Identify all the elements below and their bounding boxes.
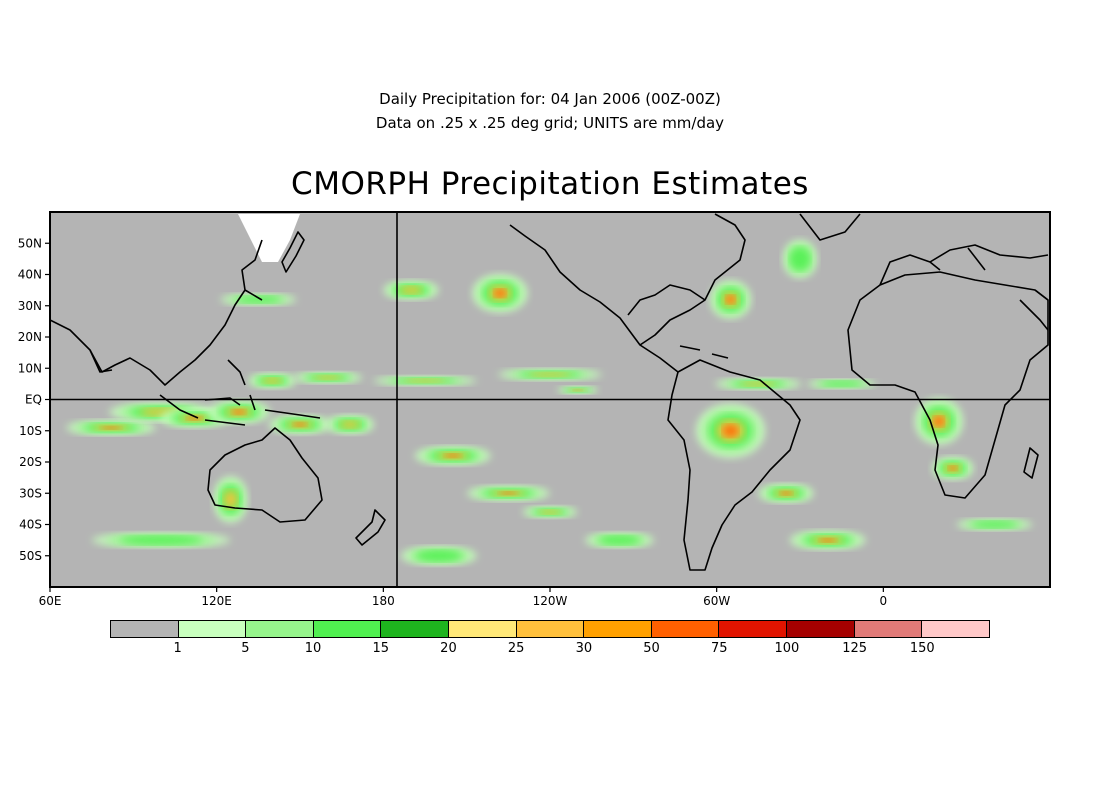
rain-band — [725, 295, 736, 304]
rain-band — [186, 416, 203, 421]
map-title: CMORPH Precipitation Estimates — [291, 166, 809, 202]
lon-tick-label: 120E — [201, 594, 232, 608]
colorbar-swatch — [313, 621, 382, 637]
coastline-greenland — [799, 213, 861, 241]
coastlines — [50, 213, 1049, 571]
colorbar-swatch — [651, 621, 720, 637]
lon-tick-label: 180 — [372, 594, 395, 608]
subtitle-grid-units: Data on .25 x .25 deg grid; UNITS are mm… — [375, 114, 725, 132]
precipitation-colorbar — [110, 620, 990, 638]
rain-band — [722, 424, 739, 437]
rain-band — [789, 247, 811, 271]
colorbar-swatch — [111, 621, 179, 637]
colorbar-label: 125 — [842, 641, 868, 656]
colorbar-label: 1 — [173, 641, 182, 656]
colorbar-swatch — [854, 621, 923, 637]
latitude-axis: 50N 40N 30N 20N 10N EQ 10S 20S 30S 40S 50S — [18, 236, 50, 563]
rain-band — [933, 416, 945, 427]
lon-tick-label: 60W — [703, 594, 730, 608]
rain-band — [538, 509, 562, 515]
rain-band — [573, 389, 583, 391]
rain-band — [444, 453, 462, 458]
rain-band — [971, 520, 1018, 529]
lon-tick-label: 60E — [39, 594, 62, 608]
rain-band — [740, 381, 776, 387]
lat-tick-label: 30S — [19, 486, 42, 500]
colorbar-label: 50 — [643, 641, 660, 656]
lat-tick-label: 40S — [19, 518, 42, 532]
rain-band — [415, 549, 462, 562]
lat-tick-label: 10S — [19, 424, 42, 438]
colorbar-swatch — [787, 621, 855, 637]
colorbar-swatch — [584, 621, 652, 637]
colorbar-swatch — [381, 621, 450, 637]
rain-band — [819, 537, 837, 543]
coastline-europe — [879, 244, 1049, 286]
colorbar-swatch — [178, 621, 247, 637]
colorbar-label: 150 — [909, 641, 935, 656]
colorbar-label: 100 — [774, 641, 800, 656]
longitude-axis: 60E 120E 180 120W 60W 0 — [39, 587, 888, 608]
no-data-region — [238, 214, 300, 262]
coastline-new-zealand — [355, 509, 386, 546]
colorbar-swatch — [449, 621, 517, 637]
coastline-caribbean — [679, 345, 729, 359]
rain-band — [598, 535, 641, 545]
colorbar-label: 20 — [440, 641, 457, 656]
coastline-india — [89, 349, 113, 373]
rain-band — [101, 425, 122, 430]
coastline-south-america — [667, 359, 801, 571]
colorbar-swatch — [719, 621, 788, 637]
lon-tick-label: 120W — [533, 594, 568, 608]
coastline-north-america — [509, 213, 746, 373]
coastline-australia — [207, 427, 323, 523]
lon-tick-label: 0 — [880, 594, 888, 608]
colorbar-label: 75 — [710, 641, 728, 656]
colorbar-label: 15 — [372, 641, 390, 656]
rain-band — [820, 380, 863, 387]
lat-tick-label: 10N — [18, 361, 42, 375]
rain-band — [262, 377, 282, 384]
lat-tick-label: 50N — [18, 236, 42, 250]
rain-band — [235, 295, 282, 304]
colorbar-label: 5 — [241, 641, 250, 656]
rain-band — [404, 378, 446, 383]
colorbar-label: 10 — [304, 641, 322, 656]
rain-band — [779, 491, 793, 496]
rain-band — [499, 491, 518, 495]
lat-tick-label: EQ — [25, 393, 42, 407]
colorbar-swatch — [246, 621, 314, 637]
lat-tick-label: 40N — [18, 268, 42, 282]
colorbar-label: 25 — [507, 641, 525, 656]
colorbar-swatch — [516, 621, 585, 637]
subtitle-date: Daily Precipitation for: 04 Jan 2006 (00… — [379, 90, 721, 108]
rain-band — [231, 409, 246, 415]
lat-tick-label: 50S — [19, 549, 42, 563]
lat-tick-label: 20N — [18, 330, 42, 344]
rain-band — [313, 375, 342, 380]
rain-band — [493, 288, 507, 298]
rain-band — [223, 490, 238, 509]
rain-band — [400, 286, 423, 295]
coastline-indonesia — [159, 359, 321, 426]
lat-tick-label: 20S — [19, 455, 42, 469]
coastline-africa — [847, 271, 1049, 499]
precipitation-layer — [65, 239, 1033, 566]
coastline-japan — [281, 231, 305, 273]
colorbar-swatch — [922, 621, 989, 637]
coastline-madagascar — [1023, 447, 1039, 479]
lat-tick-label: 30N — [18, 299, 42, 313]
rain-band — [119, 535, 203, 545]
coastline-east-asia — [50, 239, 263, 386]
rain-band — [948, 465, 958, 471]
rain-band — [293, 422, 307, 427]
coastline-arabia — [1019, 289, 1049, 331]
rain-band — [529, 372, 571, 377]
rain-band — [340, 420, 360, 429]
colorbar-label: 30 — [575, 641, 593, 656]
